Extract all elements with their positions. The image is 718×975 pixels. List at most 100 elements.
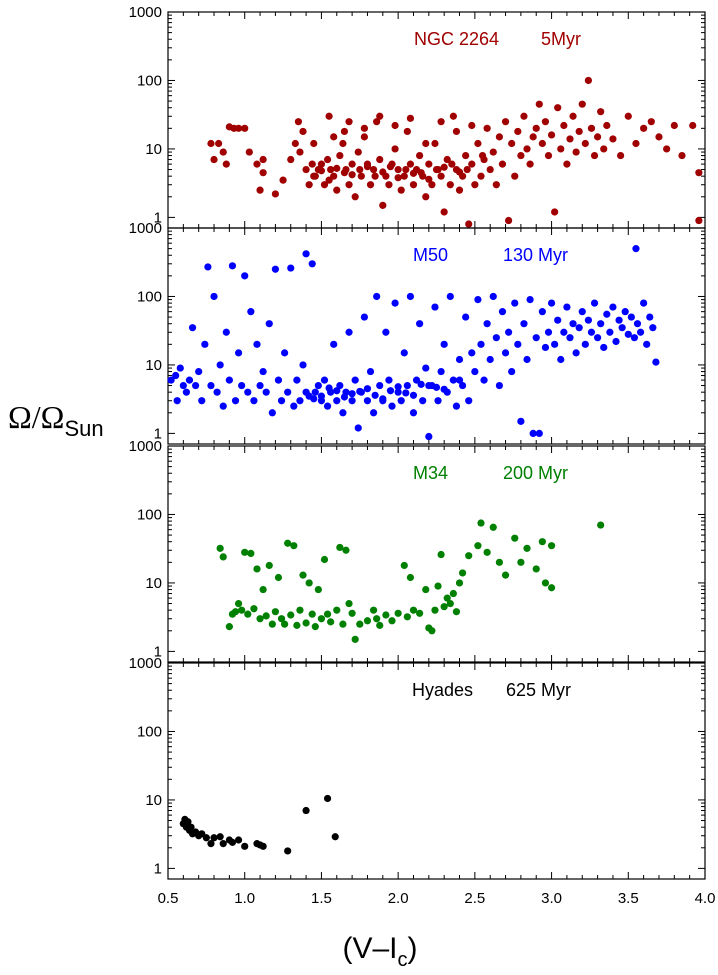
data-point [624, 330, 632, 338]
data-point [449, 589, 457, 598]
data-point [495, 381, 504, 390]
data-point [271, 265, 279, 273]
data-point [483, 124, 491, 132]
data-point [207, 381, 215, 390]
data-point [569, 320, 577, 328]
data-point [520, 320, 528, 328]
data-point [293, 376, 301, 384]
data-point [425, 432, 433, 441]
data-point [317, 167, 326, 175]
data-point [566, 135, 574, 143]
data-point [455, 168, 464, 176]
data-point [532, 124, 540, 132]
data-point [547, 131, 556, 139]
data-point [207, 139, 215, 148]
data-point [198, 397, 206, 405]
data-point [538, 538, 546, 546]
data-point [287, 611, 295, 619]
y-tick-label: 1 [154, 860, 162, 877]
data-point [336, 381, 344, 390]
data-point [187, 823, 195, 831]
data-point [468, 349, 476, 357]
data-point [689, 121, 697, 130]
data-point [422, 585, 430, 594]
data-point [541, 118, 550, 126]
data-point [440, 163, 448, 171]
data-point [474, 295, 482, 304]
data-point [554, 316, 562, 324]
data-point [284, 539, 292, 547]
data-point [575, 127, 583, 136]
data-point [379, 168, 387, 176]
data-point [483, 320, 491, 328]
data-point [489, 523, 497, 531]
data-point [477, 519, 485, 527]
data-point [535, 100, 543, 108]
data-point [416, 609, 424, 617]
data-point [388, 617, 396, 625]
panel-m34: 1 10 100 1000 M34 200 Myr [129, 438, 706, 663]
data-point [366, 181, 375, 189]
data-point [409, 169, 418, 177]
data-point [526, 160, 534, 168]
data-point [244, 610, 252, 618]
data-point [241, 842, 249, 850]
data-point [640, 124, 648, 132]
data-point [302, 388, 310, 396]
data-point [311, 623, 319, 631]
data-point [465, 397, 473, 405]
data-point [310, 172, 318, 180]
data-point [250, 397, 258, 405]
data-point [492, 181, 500, 189]
data-point [207, 840, 215, 848]
data-point [600, 343, 608, 352]
data-point [216, 833, 224, 841]
data-point [560, 121, 568, 130]
data-point [296, 148, 304, 156]
data-point [382, 611, 390, 619]
data-point [508, 139, 516, 148]
x-tick-label: 2.5 [464, 890, 485, 907]
data-point [551, 340, 559, 348]
data-point [213, 388, 221, 396]
panels: 1 10 100 1000 NGC 2264 5Myr 1 10 100 1000 M50 130 M… [129, 4, 706, 880]
data-point [406, 160, 415, 168]
data-point [419, 397, 427, 405]
data-point [425, 381, 433, 390]
data-point [385, 376, 393, 384]
data-point [299, 127, 307, 136]
data-point [330, 133, 338, 141]
data-point [234, 124, 243, 132]
data-point [489, 292, 497, 301]
data-point [184, 818, 192, 826]
panel-frame [167, 662, 706, 880]
data-point [529, 429, 537, 437]
data-point [202, 834, 210, 842]
data-point [394, 383, 402, 391]
data-point [308, 260, 316, 268]
data-point [391, 299, 399, 307]
data-point [492, 334, 500, 342]
data-point [210, 292, 218, 301]
data-point [590, 299, 599, 307]
data-point [448, 160, 456, 168]
data-point [547, 542, 556, 550]
data-point [511, 534, 519, 542]
data-point [167, 376, 175, 384]
data-point [455, 579, 464, 587]
data-point [376, 155, 384, 164]
data-point [649, 324, 657, 332]
data-point [363, 385, 372, 393]
data-point [256, 615, 264, 623]
data-point [262, 388, 270, 396]
data-point [259, 367, 267, 376]
data-point [603, 310, 611, 318]
data-point [630, 334, 639, 342]
data-point [544, 328, 553, 336]
data-point [185, 376, 194, 384]
x-tick-label: 0.5 [158, 890, 179, 907]
data-point [523, 544, 531, 552]
data-point [646, 313, 654, 321]
data-point [465, 552, 473, 560]
data-point [587, 328, 596, 336]
